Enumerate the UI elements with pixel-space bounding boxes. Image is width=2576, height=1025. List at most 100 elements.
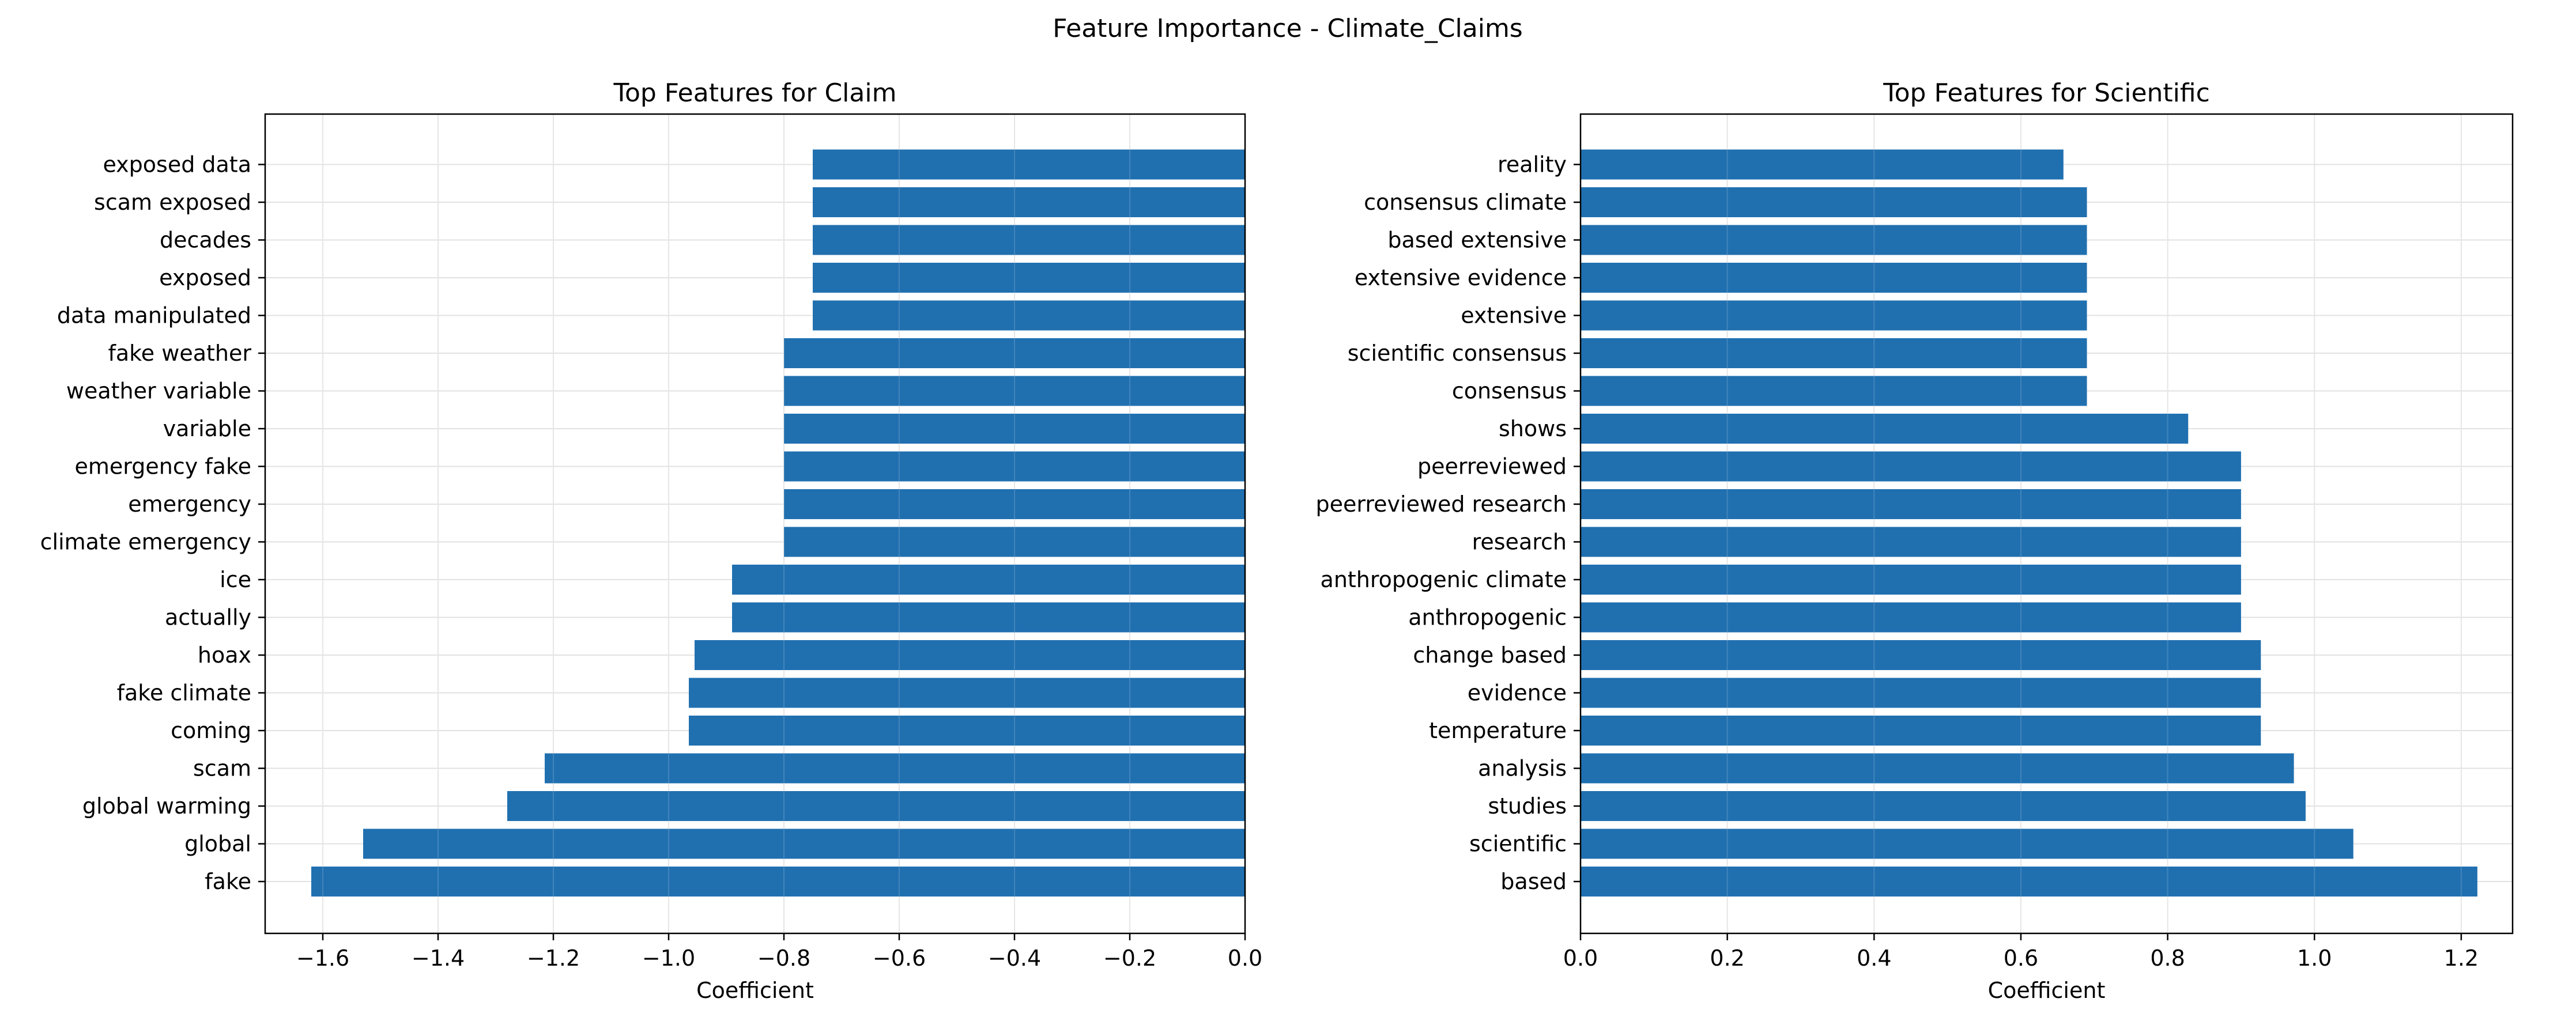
claim-bar	[311, 867, 1245, 897]
claim-bar	[813, 225, 1245, 255]
claim-xtick-label: −0.2	[1103, 945, 1156, 971]
claim-x-axis-label: Coefficient	[696, 978, 814, 1003]
scientific-bar	[1581, 791, 2306, 821]
scientific-bar	[1581, 489, 2241, 519]
claim-xtick-label: −1.6	[296, 945, 349, 971]
claim-ytick-label: climate emergency	[40, 529, 251, 555]
scientific-bar	[1581, 716, 2261, 746]
claim-ytick-label: fake weather	[108, 341, 251, 366]
claim-xtick-label: −1.2	[527, 945, 580, 971]
figure-title: Feature Importance - Climate_Claims	[1053, 14, 1522, 43]
claim-bar	[689, 716, 1245, 746]
claim-ytick-label: emergency fake	[75, 454, 251, 479]
claim-bar	[784, 414, 1245, 444]
scientific-ytick-label: shows	[1499, 416, 1567, 441]
claim-bar	[689, 678, 1245, 708]
scientific-bar	[1581, 867, 2477, 897]
claim-xtick-label: −0.4	[988, 945, 1041, 971]
claim-bar	[784, 338, 1245, 368]
scientific-xtick-label: 1.2	[2444, 945, 2479, 971]
claim-ytick-label: fake	[205, 869, 251, 894]
scientific-ytick-label: scientific	[1469, 831, 1567, 857]
claim-bar	[732, 602, 1245, 633]
claim-bar	[732, 565, 1245, 595]
scientific-ytick-label: peerreviewed research	[1316, 491, 1567, 517]
scientific-xtick-label: 1.0	[2297, 945, 2332, 971]
scientific-bar	[1581, 565, 2241, 595]
claim-ytick-label: exposed	[159, 265, 251, 290]
scientific-bar	[1581, 527, 2241, 557]
claim-ytick-label: scam exposed	[94, 190, 251, 215]
claim-bar	[784, 451, 1245, 482]
scientific-ytick-label: reality	[1498, 152, 1567, 177]
scientific-ytick-label: anthropogenic	[1408, 605, 1567, 630]
scientific-bar	[1581, 829, 2354, 859]
scientific-ytick-label: anthropogenic climate	[1321, 567, 1567, 592]
claim-ytick-label: scam	[193, 756, 251, 781]
scientific-xtick-label: 0.4	[1857, 945, 1891, 971]
scientific-ytick-label: extensive evidence	[1355, 265, 1567, 290]
claim-ytick-label: exposed data	[103, 152, 251, 177]
scientific-ytick-label: analysis	[1478, 756, 1567, 781]
scientific-xtick-label: 0.0	[1563, 945, 1598, 971]
scientific-ytick-label: evidence	[1468, 680, 1567, 706]
claim-ytick-label: global	[184, 831, 251, 857]
claim-bar	[813, 187, 1245, 217]
scientific-bar	[1581, 338, 2087, 368]
scientific-bar	[1581, 414, 2189, 444]
claim-bar	[784, 489, 1245, 519]
claim-ytick-label: variable	[163, 416, 251, 441]
claim-ytick-label: weather variable	[66, 379, 251, 404]
scientific-ytick-label: change based	[1413, 642, 1567, 668]
claim-xtick-label: −0.6	[873, 945, 926, 971]
claim-ytick-label: ice	[220, 567, 251, 592]
claim-plot-frame	[264, 113, 1246, 935]
scientific-ytick-label: research	[1472, 529, 1567, 555]
scientific-panel: Top Features for Scientific based scientif…	[1316, 78, 2514, 1003]
claim-ytick-label: decades	[160, 228, 251, 253]
scientific-xtick-label: 0.2	[1710, 945, 1744, 971]
claim-bar	[813, 149, 1245, 180]
claim-xtick-label: −0.8	[757, 945, 810, 971]
claim-ytick-label: actually	[165, 605, 251, 630]
scientific-bar	[1581, 678, 2261, 708]
claim-bar	[695, 640, 1245, 670]
scientific-bar	[1581, 640, 2261, 670]
scientific-chart-title: Top Features for Scientific	[1883, 78, 2210, 108]
claim-panel: Top Features for Claim fake global global w…	[40, 78, 1263, 1003]
claim-xtick-label: −1.4	[412, 945, 465, 971]
scientific-bar	[1581, 149, 2064, 180]
scientific-bar	[1581, 300, 2087, 331]
claim-ytick-label: fake climate	[117, 680, 251, 706]
scientific-bar	[1581, 451, 2241, 482]
scientific-ytick-label: consensus	[1452, 379, 1567, 404]
scientific-ytick-label: consensus climate	[1364, 190, 1567, 215]
claim-ytick-label: global warming	[82, 793, 251, 819]
scientific-ytick-label: based	[1500, 869, 1567, 894]
scientific-ytick-label: based extensive	[1387, 228, 1567, 253]
scientific-bar	[1581, 753, 2294, 784]
claim-ytick-label: hoax	[198, 642, 251, 668]
scientific-bar	[1581, 187, 2087, 217]
scientific-ytick-label: temperature	[1429, 718, 1567, 743]
scientific-bar	[1581, 376, 2087, 406]
claim-ytick-label: emergency	[128, 491, 251, 517]
claim-xtick-label: −1.0	[642, 945, 695, 971]
scientific-xtick-label: 0.8	[2150, 945, 2185, 971]
scientific-bar	[1581, 225, 2087, 255]
claim-bar	[813, 263, 1245, 293]
claim-bar	[507, 791, 1245, 821]
claim-bar	[813, 300, 1245, 331]
scientific-ytick-label: studies	[1488, 793, 1567, 819]
claim-ytick-label: coming	[171, 718, 251, 743]
claim-ytick-label: data manipulated	[57, 303, 251, 328]
claim-bar	[363, 829, 1245, 859]
scientific-ytick-label: peerreviewed	[1417, 454, 1567, 479]
claim-bar	[784, 527, 1245, 557]
scientific-ytick-label: scientific consensus	[1348, 341, 1567, 366]
claim-bar	[545, 753, 1245, 784]
claim-bar	[784, 376, 1245, 406]
scientific-x-axis-label: Coefficient	[1988, 978, 2106, 1003]
scientific-ytick-label: extensive	[1461, 303, 1567, 328]
